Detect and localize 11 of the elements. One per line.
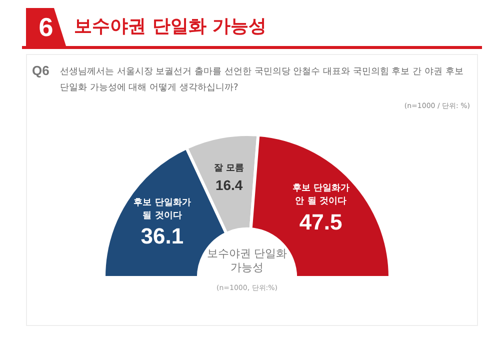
text: 6 [26, 8, 66, 46]
text: Q6 [32, 63, 50, 78]
data-label: 16.4 [215, 176, 243, 193]
text: 보수야권 단일화 가능성 [206, 247, 288, 275]
slice-label: 후보 단일화가 될 것이다 [134, 198, 191, 221]
slice-label: 잘 모름 [214, 163, 244, 174]
slice-label: 후보 단일화가 안 될 것이다 [292, 184, 350, 207]
chart-subtitle: 선생님께서는 서울시장 보궐선거 출마를 선언한 국민의당 안철수 대표와 국민의힘 후보 간 야권 후보 단일화 가능성에 대해 어떻게 생각하십니까? [60, 66, 464, 95]
data-label: 36.1 [140, 224, 184, 249]
data-label: 47.5 [299, 209, 342, 234]
chart-title: 보수야권 단일화 가능성 [74, 15, 267, 38]
